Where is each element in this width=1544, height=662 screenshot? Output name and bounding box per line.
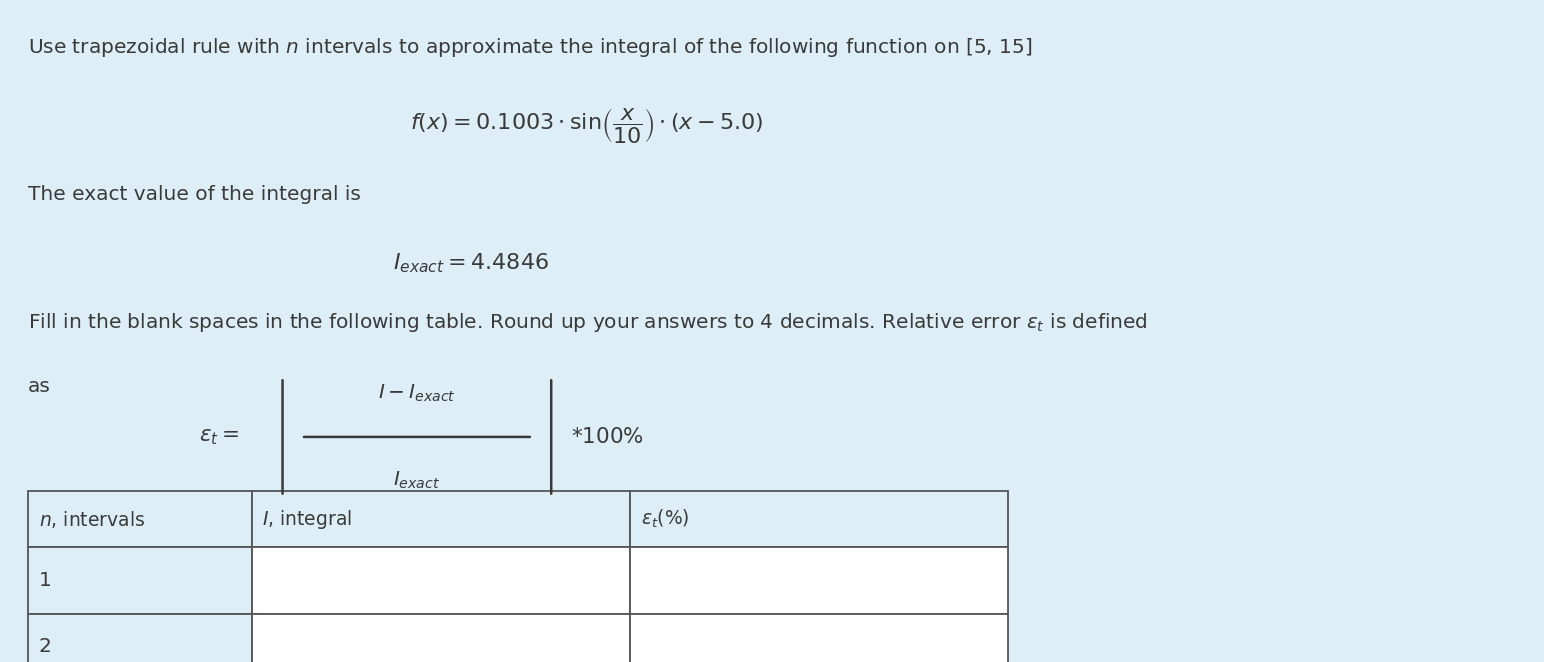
Bar [630,491,1008,547]
Text: $\varepsilon_t(\%)$: $\varepsilon_t(\%)$ [641,508,689,530]
Text: $\mathit{I}_{exact} = 4.4846$: $\mathit{I}_{exact} = 4.4846$ [394,252,548,275]
Bar [28,491,252,547]
Text: The exact value of the integral is: The exact value of the integral is [28,185,361,205]
Text: $n$, intervals: $n$, intervals [39,509,145,530]
Bar [630,614,1008,662]
Text: $I_{exact}$: $I_{exact}$ [394,470,440,491]
Bar [28,547,252,614]
Bar [28,614,252,662]
Text: 1: 1 [39,571,51,590]
Bar [252,491,630,547]
Text: $\varepsilon_t =$: $\varepsilon_t =$ [199,427,239,447]
Text: $I - I_{exact}$: $I - I_{exact}$ [378,383,455,404]
Bar [252,614,630,662]
Bar [630,547,1008,614]
Text: $I$, integral: $I$, integral [262,508,352,531]
Text: 2: 2 [39,638,51,656]
Bar [252,547,630,614]
Text: $f(x) = 0.1003 \cdot \sin\!\left(\dfrac{x}{10}\right) \cdot (x - 5.0)$: $f(x) = 0.1003 \cdot \sin\!\left(\dfrac{… [411,106,763,145]
Text: Use trapezoidal rule with $n$ intervals to approximate the integral of the follo: Use trapezoidal rule with $n$ intervals … [28,36,1033,60]
Text: Fill in the blank spaces in the following table. Round up your answers to 4 deci: Fill in the blank spaces in the followin… [28,311,1147,334]
Text: $* 100\%$: $* 100\%$ [571,427,644,447]
Text: as: as [28,377,51,397]
